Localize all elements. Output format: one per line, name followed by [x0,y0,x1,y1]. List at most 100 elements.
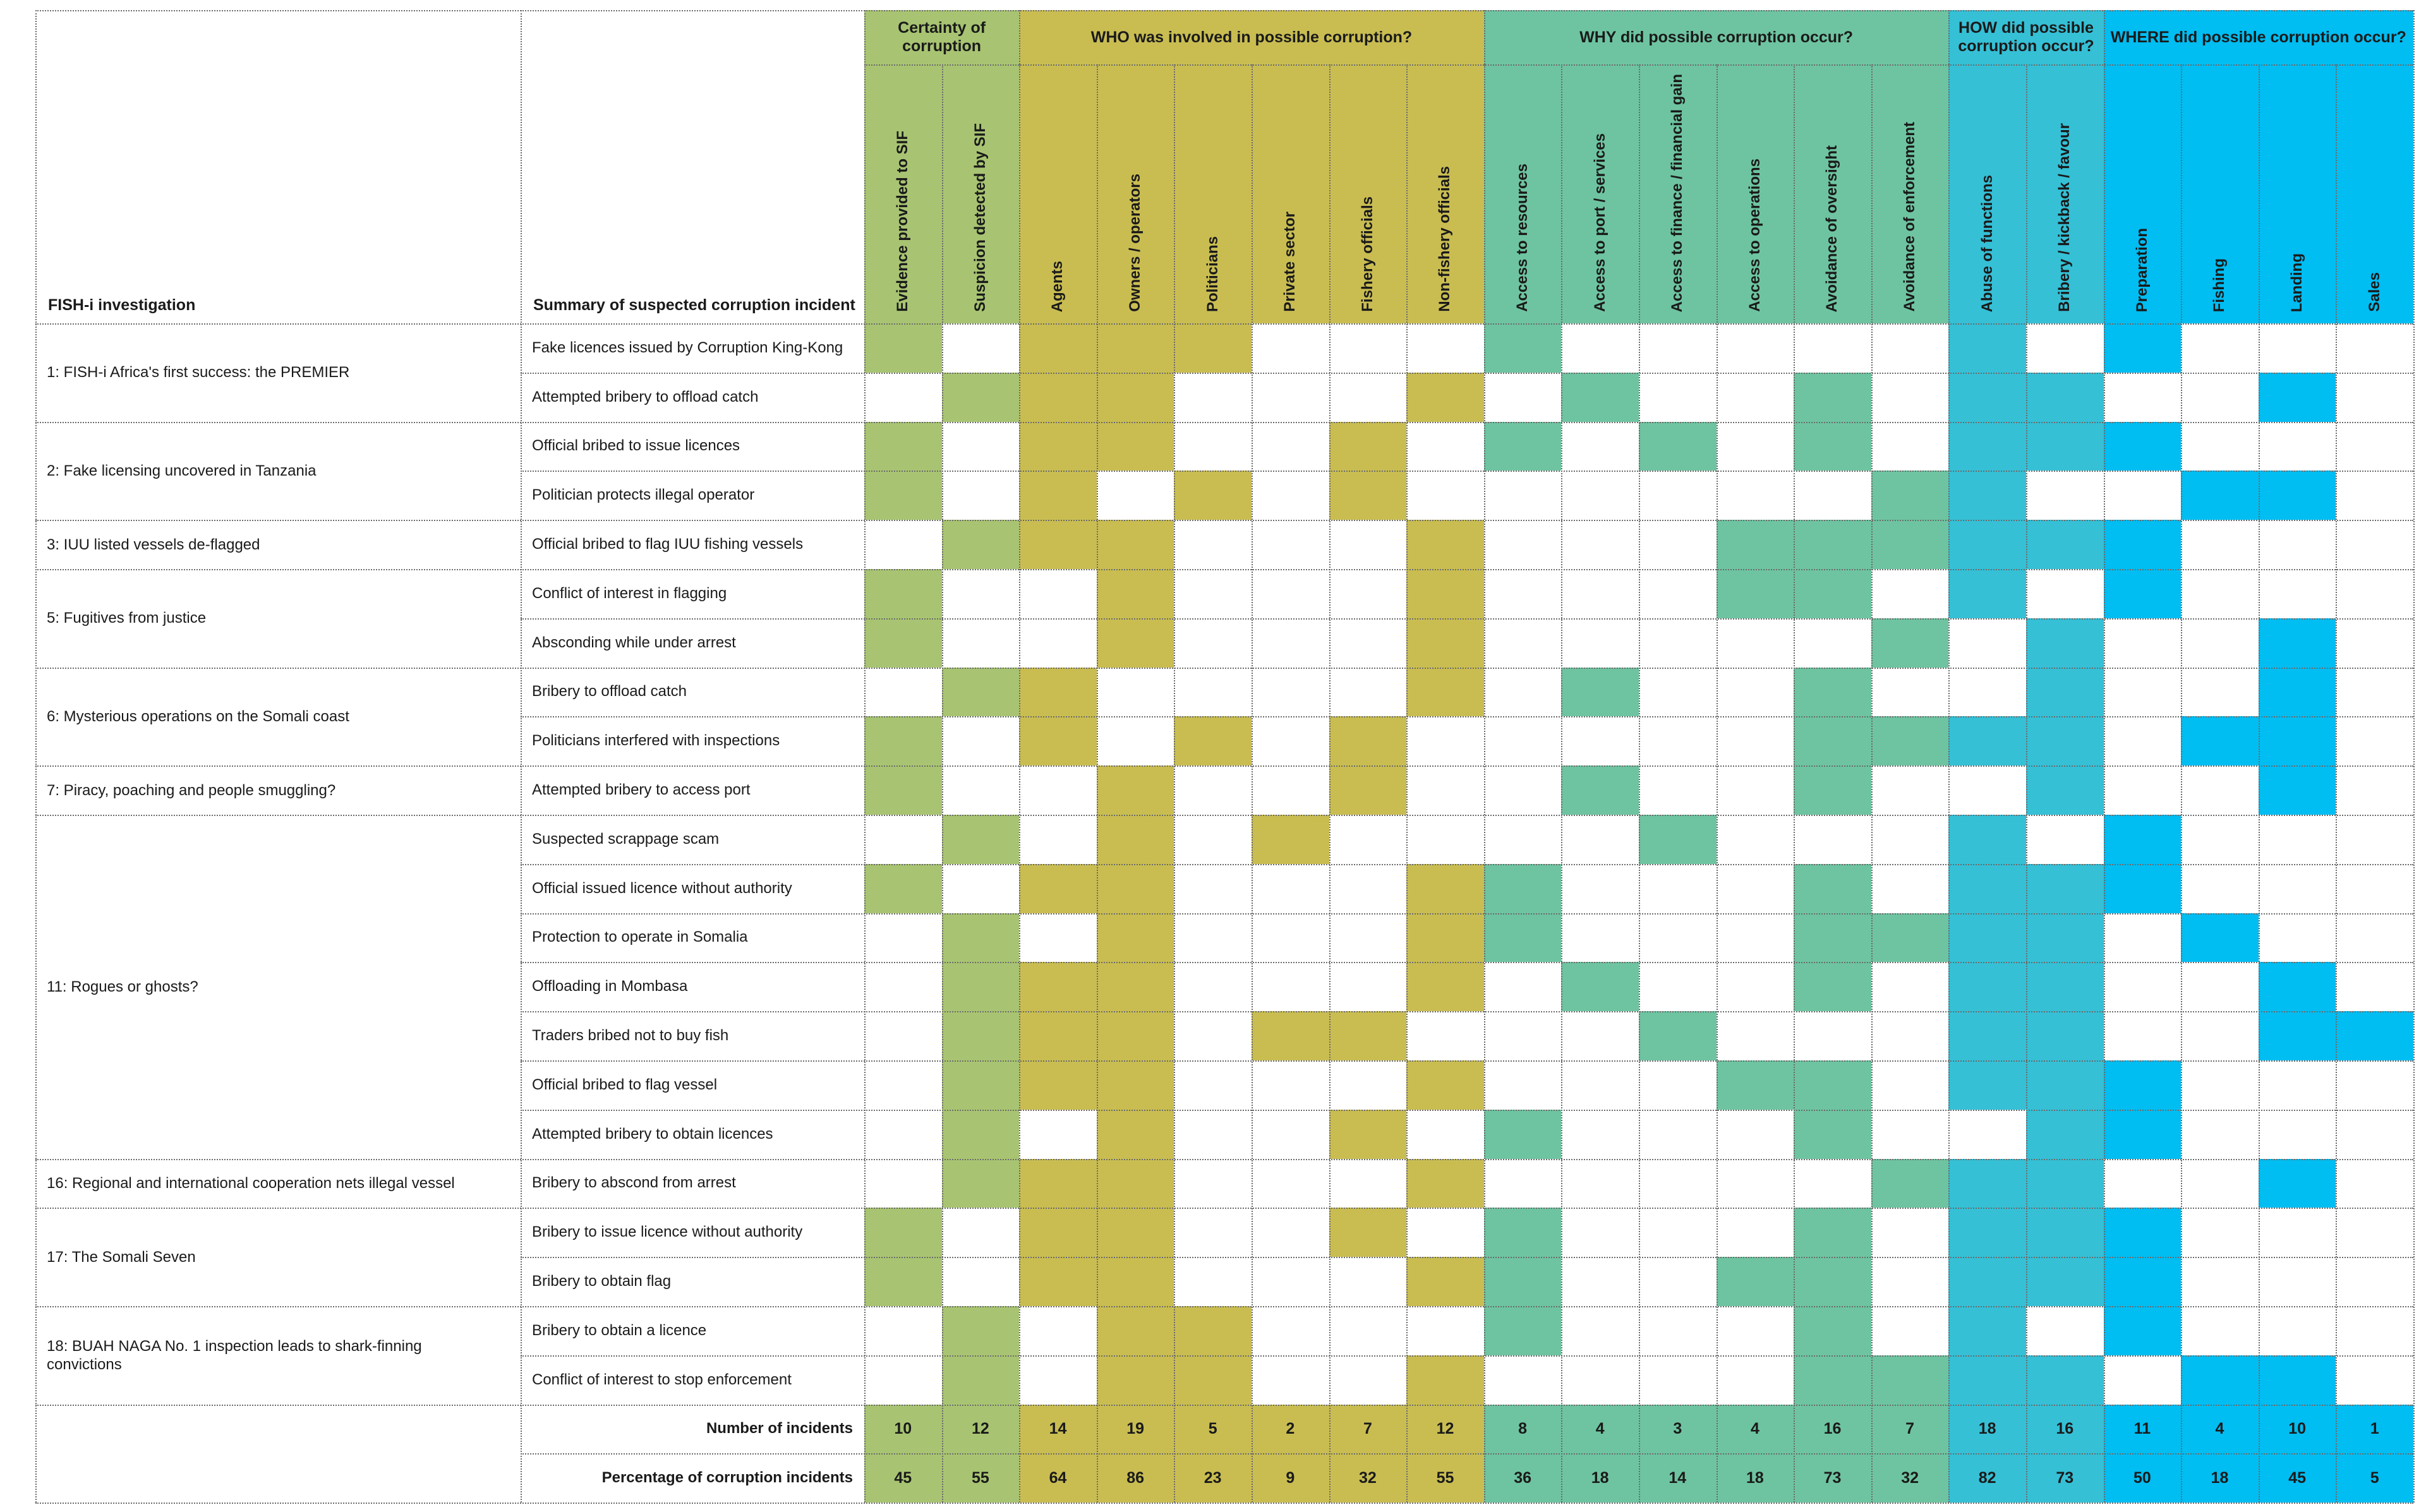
matrix-cell-marked [2026,1257,2104,1306]
matrix-cell-marked [2103,520,2182,569]
grid-line [521,372,2413,374]
matrix-cell-marked [1794,1257,1871,1306]
matrix-cell-marked [1096,863,1174,913]
number-total-value: 14 [1019,1404,1097,1454]
number-total-value: 16 [2026,1404,2104,1454]
investigation-label: 17: The Somali Seven [47,1248,196,1266]
matrix-cell-marked [1561,765,1639,815]
matrix-cell-marked [941,1011,1020,1060]
percent-total-value: 14 [1639,1453,1717,1503]
grid-line [1174,64,1176,1503]
matrix-cell-marked [1561,667,1639,717]
matrix-cell-marked [941,1306,1020,1355]
matrix-cell-marked [2258,618,2336,668]
matrix-cell-marked [864,618,942,668]
percent-total-value: 55 [941,1453,1020,1503]
grid-line [941,64,943,1503]
number-total-value: 19 [1096,1404,1174,1454]
number-total-value: 4 [1716,1404,1794,1454]
matrix-cell-marked [1794,1306,1871,1355]
grid-line [1019,64,1021,1503]
matrix-cell-marked [1483,863,1562,913]
matrix-cell-marked [1019,1011,1097,1060]
matrix-cell-marked [941,815,1020,864]
column-header: Politicians [1174,64,1252,312]
percent-total-value: 45 [2258,1453,2336,1503]
matrix-cell-marked [1096,569,1174,618]
matrix-cell-marked [1948,1257,2026,1306]
matrix-cell-marked [1948,569,2026,618]
group-header-label: HOW did possible corruption occur? [1958,19,2094,55]
matrix-cell-marked [1794,863,1871,913]
grid-line [521,1453,2413,1455]
matrix-cell-marked [1871,471,1949,520]
group-header-background [2103,10,2413,323]
incident-summary: Bribery to obtain a licence [532,1321,707,1339]
grid-line [521,1060,2413,1062]
grid-line [1329,64,1331,1503]
matrix-cell-marked [1019,372,1097,422]
grid-line [1019,10,1021,64]
matrix-cell-marked [1871,913,1949,963]
matrix-cell-marked [1483,1306,1562,1355]
column-header-label: Avoidance of enforcement [1901,122,1919,312]
grid-line [521,1257,2413,1259]
matrix-cell-marked [1096,1109,1174,1159]
matrix-cell-marked [941,372,1020,422]
group-header-label: WHERE did possible corruption occur? [2110,28,2406,46]
matrix-cell-marked [2026,863,2104,913]
investigation-label: 1: FISH-i Africa's first success: the PR… [47,364,350,381]
number-total-value: 3 [1639,1404,1717,1454]
column-header: Non-fishery officials [1406,64,1484,312]
grid-line [2413,10,2415,1503]
grid-line [2103,10,2105,64]
group-header-background [1019,10,1484,323]
matrix-cell-marked [1716,569,1794,618]
matrix-cell-marked [2103,323,2182,373]
column-header-label: Evidence provided to SIF [894,131,912,312]
percent-total-value: 86 [1096,1453,1174,1503]
grid-line [1096,64,1098,1503]
matrix-cell-marked [941,667,1020,717]
matrix-cell-marked [1871,618,1949,668]
matrix-cell-marked [1794,372,1871,422]
percent-total-value: 64 [1019,1453,1097,1503]
grid-line [521,1355,2413,1357]
matrix-cell-marked [1406,1257,1484,1306]
matrix-cell-marked [1174,716,1252,766]
percent-total-value: 45 [864,1453,942,1503]
matrix-cell-marked [2258,471,2336,520]
grid-line [2103,64,2105,1503]
matrix-cell-marked [2026,1355,2104,1405]
percent-total-value: 73 [1794,1453,1871,1503]
matrix-cell-marked [1019,716,1097,766]
matrix-cell-marked [2026,962,2104,1012]
grid-line [35,569,2413,570]
percent-total-value: 50 [2103,1453,2182,1503]
column-header-label: Private sector [1281,212,1299,312]
column-header: Fishery officials [1329,64,1407,312]
matrix-cell-marked [1716,520,1794,569]
incident-summary: Offloading in Mombasa [532,978,688,995]
matrix-cell-marked [1871,520,1949,569]
matrix-cell-marked [1096,815,1174,864]
matrix-cell-marked [1871,1158,1949,1208]
incident-summary: Fake licences issued by Corruption King-… [532,339,843,356]
matrix-cell-marked [2258,1011,2336,1060]
percent-total-value: 32 [1871,1453,1949,1503]
number-totals-label: Number of incidents [706,1420,853,1437]
matrix-cell-marked [1948,1208,2026,1257]
matrix-cell-marked [1948,716,2026,766]
matrix-cell-marked [1794,1208,1871,1257]
matrix-cell-marked [1948,1355,2026,1405]
matrix-cell-marked [941,1060,1020,1110]
matrix-cell-marked [1716,1060,1794,1110]
grid-line [35,1306,2413,1307]
column-header: Access to operations [1717,64,1794,312]
matrix-cell-marked [2026,1208,2104,1257]
matrix-cell-marked [1948,815,2026,864]
grid-line [1794,64,1795,1503]
column-header-label: Access to finance / financial gain [1669,73,1686,312]
matrix-cell-marked [1794,1355,1871,1405]
grid-line [35,667,2413,669]
